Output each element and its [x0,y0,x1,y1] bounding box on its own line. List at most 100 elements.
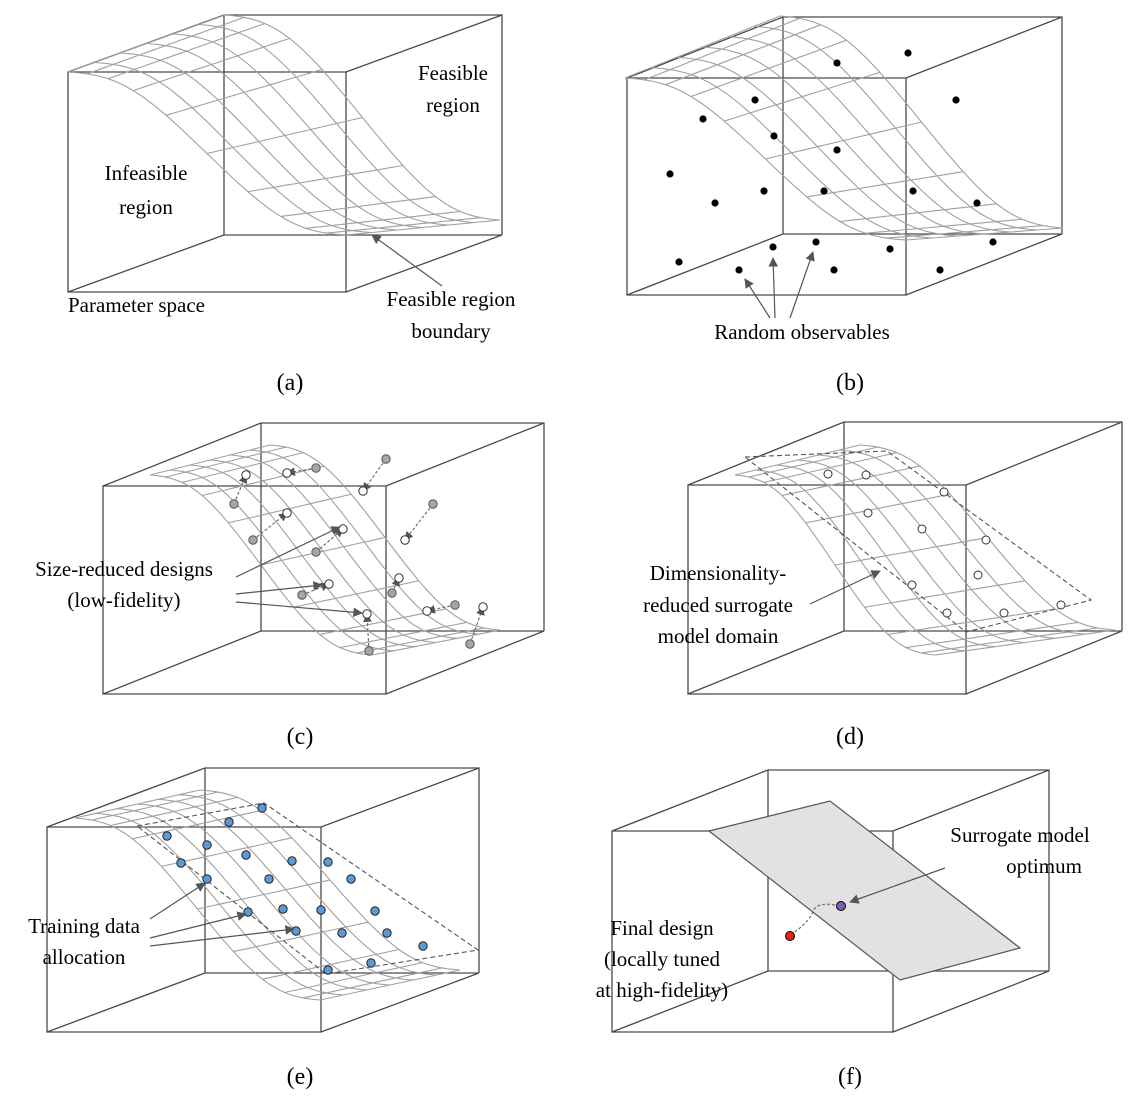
panel-b: Random observables (b) [624,15,1064,396]
training-point [243,907,253,917]
design-point [478,602,488,612]
panel-e: Training data allocation (e) [28,767,480,1090]
design-shift-arrow [233,474,248,505]
mesh-line [247,164,403,193]
observable-point [711,199,719,207]
observable-point [666,170,674,178]
design-arrow-1 [235,526,341,578]
mesh-line [197,879,331,910]
mesh-line [886,225,1044,239]
mesh-line [906,621,1079,649]
caption-e: (e) [287,1064,314,1090]
mesh-line [67,14,226,73]
mesh-line [202,465,325,497]
surrogate-plane [707,800,1022,981]
training-arrow-3 [149,925,295,947]
training-point [224,817,234,827]
feasibility-surface [624,15,1064,241]
observable-point [830,266,838,274]
observable-point [675,258,683,266]
design-point [241,470,251,480]
training-point [418,941,428,951]
mesh-line [865,218,1023,234]
mesh-line [87,16,245,75]
observable-point [952,96,960,104]
domain-label-line3: model domain [658,624,779,648]
mesh-line [319,969,461,1001]
training-arrow-1 [149,882,206,920]
training-point [278,904,288,914]
training-point [291,926,301,936]
mesh-line [839,203,997,223]
observable-arrow-3 [789,251,815,319]
mesh-line [284,962,423,994]
feasibility-surface [74,789,461,1001]
design-shift-arrow [252,512,288,541]
training-point [287,856,297,866]
observable-point [760,187,768,195]
training-point [366,958,376,968]
panel-f: Surrogate model optimum Final design (lo… [596,769,1090,1090]
domain-point [823,469,833,479]
mesh-line [921,627,1098,654]
mesh-line [834,536,988,566]
mesh-line [228,493,352,524]
size-reduced-label-line1: Size-reduced designs [35,557,213,581]
boundary-arrow [371,234,443,287]
observable-point [833,146,841,154]
mesh-line [339,621,467,649]
mesh-line [934,629,1116,656]
design-point [394,573,404,583]
design-point [400,535,410,545]
training-point [257,803,267,813]
mesh-line [887,608,1056,636]
infeasible-label-line2: region [119,195,173,219]
panel-d: Dimensionality- reduced surrogate model … [643,421,1123,750]
observable-point [769,243,777,251]
size-reduced-design-points [229,454,488,656]
mesh-line [806,171,964,198]
mesh-line [149,444,271,476]
mesh-line [905,227,1064,241]
training-point [316,905,326,915]
surrogate-domain-plane [743,450,1093,633]
random-observables-points [666,49,997,274]
domain-point [863,508,873,518]
parameter-space-label: Parameter space [68,293,205,317]
training-point [370,906,380,916]
panel-c: Size-reduced designs (low-fidelity) (c) [35,422,545,750]
infeasible-label-line1: Infeasible [105,161,188,185]
mesh-line [763,452,897,483]
mesh-line [644,17,800,81]
design-point [338,524,348,534]
domain-point [861,470,871,480]
mesh-line [724,71,881,122]
design-shift-arrow [315,528,344,553]
low-fidelity-design-point [311,463,321,473]
observable-point [770,132,778,140]
boundary-label-line2: boundary [411,319,491,343]
low-fidelity-design-point [387,588,397,598]
feasibility-surface [149,444,501,656]
low-fidelity-design-point [229,499,239,509]
training-point [346,874,356,884]
training-point [323,857,333,867]
tuning-path [789,903,841,936]
domain-point [999,608,1009,618]
mesh-line [132,809,262,840]
mesh-line [91,791,219,821]
training-point [337,928,347,938]
mesh-line [233,921,369,953]
mesh-line [864,580,1026,608]
final-label-line3: at high-fidelity) [596,978,728,1002]
design-shift-arrow [363,613,372,652]
mesh-line [765,121,922,160]
optimum-label-line1: Surrogate model [950,823,1090,847]
box-edges [687,421,1123,695]
low-fidelity-design-point [450,600,460,610]
observable-point [936,266,944,274]
caption-f: (f) [838,1064,862,1090]
boundary-label-line1: Feasible region [387,287,516,311]
mesh-line [260,536,386,566]
feasibility-surface [67,14,501,236]
